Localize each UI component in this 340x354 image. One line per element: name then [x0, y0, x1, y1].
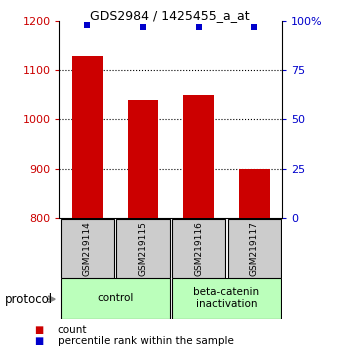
Bar — [61, 219, 114, 278]
Point — [85, 22, 90, 28]
Bar — [239, 169, 270, 218]
Bar — [61, 278, 170, 319]
Point — [252, 24, 257, 30]
Bar — [128, 100, 158, 218]
Text: control: control — [97, 293, 133, 303]
Text: ■: ■ — [34, 325, 43, 335]
Bar — [116, 219, 170, 278]
Text: GSM219115: GSM219115 — [138, 221, 148, 276]
Point — [196, 24, 201, 30]
Text: percentile rank within the sample: percentile rank within the sample — [58, 336, 234, 346]
Text: GDS2984 / 1425455_a_at: GDS2984 / 1425455_a_at — [90, 9, 250, 22]
Bar — [172, 219, 225, 278]
Text: protocol: protocol — [5, 293, 53, 306]
Point — [140, 24, 146, 30]
Text: beta-catenin
inactivation: beta-catenin inactivation — [193, 287, 259, 309]
Text: GSM219114: GSM219114 — [83, 221, 92, 276]
Text: ■: ■ — [34, 336, 43, 346]
Bar — [72, 56, 103, 218]
Text: count: count — [58, 325, 87, 335]
Bar — [172, 278, 281, 319]
Bar — [228, 219, 281, 278]
Text: GSM219116: GSM219116 — [194, 221, 203, 276]
Bar — [183, 95, 214, 218]
Text: GSM219117: GSM219117 — [250, 221, 259, 276]
